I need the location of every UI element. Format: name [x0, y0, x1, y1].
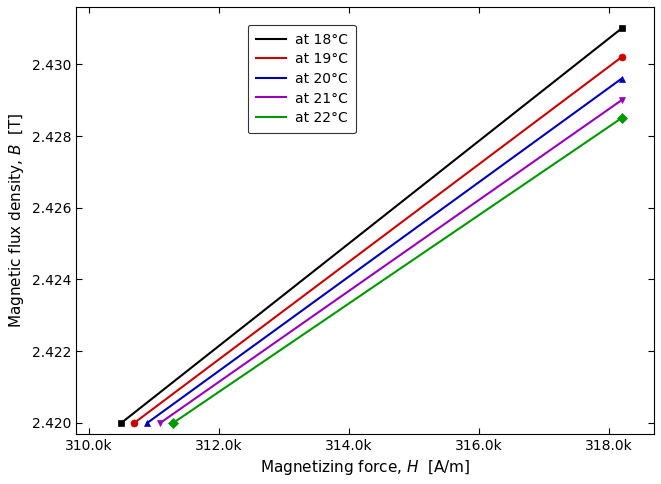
at 21°C	[157, 420, 165, 426]
Y-axis label: Magnetic flux density, $B$  [T]: Magnetic flux density, $B$ [T]	[7, 112, 26, 328]
X-axis label: Magnetizing force, $H$  [A/m]: Magnetizing force, $H$ [A/m]	[260, 458, 470, 477]
Legend: at 18°C, at 19°C, at 20°C, at 21°C, at 22°C: at 18°C, at 19°C, at 20°C, at 21°C, at 2…	[248, 25, 356, 134]
Line: at 22°C: at 22°C	[173, 118, 621, 423]
Line: at 21°C: at 21°C	[161, 100, 621, 423]
at 22°C	[617, 115, 625, 121]
at 21°C	[617, 97, 625, 103]
at 22°C	[169, 420, 177, 426]
